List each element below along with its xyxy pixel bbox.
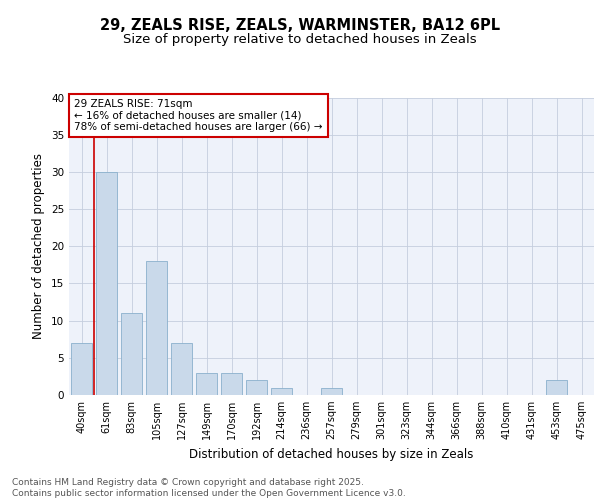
Text: 29, ZEALS RISE, ZEALS, WARMINSTER, BA12 6PL: 29, ZEALS RISE, ZEALS, WARMINSTER, BA12 … xyxy=(100,18,500,32)
Bar xyxy=(246,380,267,395)
Bar xyxy=(221,372,242,395)
Text: Size of property relative to detached houses in Zeals: Size of property relative to detached ho… xyxy=(123,32,477,46)
Bar xyxy=(96,172,117,395)
X-axis label: Distribution of detached houses by size in Zeals: Distribution of detached houses by size … xyxy=(190,448,473,460)
Text: Contains HM Land Registry data © Crown copyright and database right 2025.
Contai: Contains HM Land Registry data © Crown c… xyxy=(12,478,406,498)
Bar xyxy=(121,313,142,395)
Bar xyxy=(546,380,567,395)
Bar xyxy=(71,343,92,395)
Bar xyxy=(321,388,342,395)
Text: 29 ZEALS RISE: 71sqm
← 16% of detached houses are smaller (14)
78% of semi-detac: 29 ZEALS RISE: 71sqm ← 16% of detached h… xyxy=(74,99,323,132)
Y-axis label: Number of detached properties: Number of detached properties xyxy=(32,153,46,340)
Bar xyxy=(171,343,192,395)
Bar xyxy=(271,388,292,395)
Bar xyxy=(196,372,217,395)
Bar xyxy=(146,261,167,395)
